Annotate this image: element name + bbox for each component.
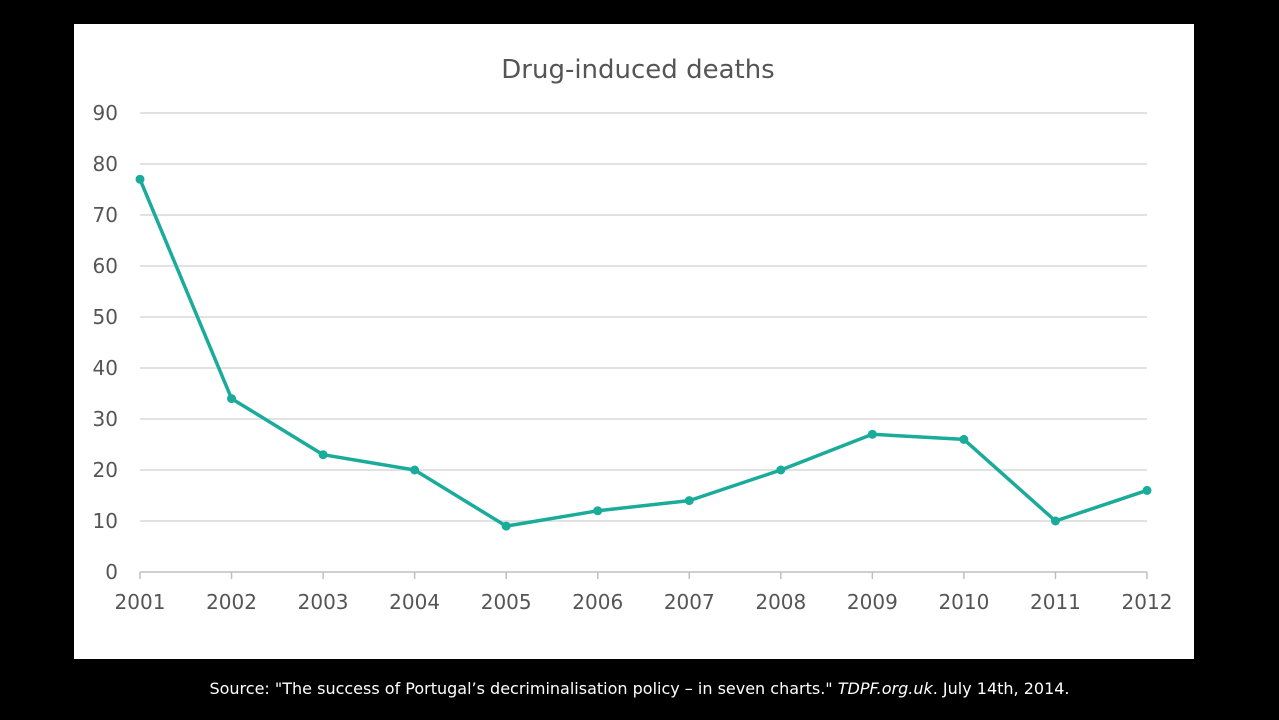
data-point: [501, 521, 511, 531]
x-tick-label: 2011: [1030, 590, 1081, 614]
x-tick-label: 2008: [755, 590, 806, 614]
source-suffix: . July 14th, 2014.: [932, 679, 1070, 698]
data-point: [1050, 516, 1060, 526]
data-point: [593, 506, 603, 516]
x-tick-label: 2002: [206, 590, 257, 614]
gridlines: [140, 112, 1147, 573]
x-tick-label: 2009: [847, 590, 898, 614]
data-point: [227, 394, 237, 404]
data-point: [776, 465, 786, 475]
y-tick-label: 70: [93, 203, 118, 227]
x-tick-label: 2010: [938, 590, 989, 614]
x-tick-label: 2006: [572, 590, 623, 614]
chart-panel: Drug-induced deaths 0 10 20 30 40 50 60 70 80 90 …: [74, 24, 1194, 659]
x-tick-label: 2004: [389, 590, 440, 614]
x-tick-label: 2007: [664, 590, 715, 614]
y-tick-label: 10: [93, 509, 118, 533]
x-tick-label: 2001: [115, 590, 166, 614]
line-chart: Drug-induced deaths 0102030405060708090 …: [93, 55, 1173, 614]
y-tick-label: 40: [93, 356, 118, 380]
data-point: [1142, 485, 1152, 495]
y-tick-label: 30: [93, 407, 118, 431]
y-tick-label: 50: [93, 305, 118, 329]
data-point: [318, 450, 328, 460]
data-point: [684, 496, 694, 506]
data-point: [867, 429, 877, 439]
y-axis-ticks: 0 10 20 30 40 50 60 70 80 90: [93, 101, 118, 584]
source-site: TDPF.org.uk: [837, 679, 933, 698]
data-point: [959, 434, 969, 444]
x-tick-label: 2012: [1122, 590, 1173, 614]
source-caption: Source: "The success of Portugal’s decri…: [0, 677, 1279, 701]
source-prefix: Source: "The success of Portugal’s decri…: [209, 679, 838, 698]
x-tick-label: 2003: [298, 590, 349, 614]
y-tick-label: 90: [93, 101, 118, 125]
series-layer: [135, 174, 1152, 531]
y-tick-label: 0: [105, 560, 118, 584]
chart-title: Drug-induced deaths: [501, 55, 774, 85]
x-axis-ticks: 2001 2002 2003 2004 2005 2006 2007 2008 2009 2010…: [115, 572, 1173, 614]
series-line: [138, 177, 1149, 528]
y-tick-label: 80: [93, 152, 118, 176]
data-point: [135, 174, 145, 184]
y-tick-label: 20: [93, 458, 118, 482]
data-point: [410, 465, 420, 475]
x-tick-label: 2005: [481, 590, 532, 614]
y-tick-label: 60: [93, 254, 118, 278]
